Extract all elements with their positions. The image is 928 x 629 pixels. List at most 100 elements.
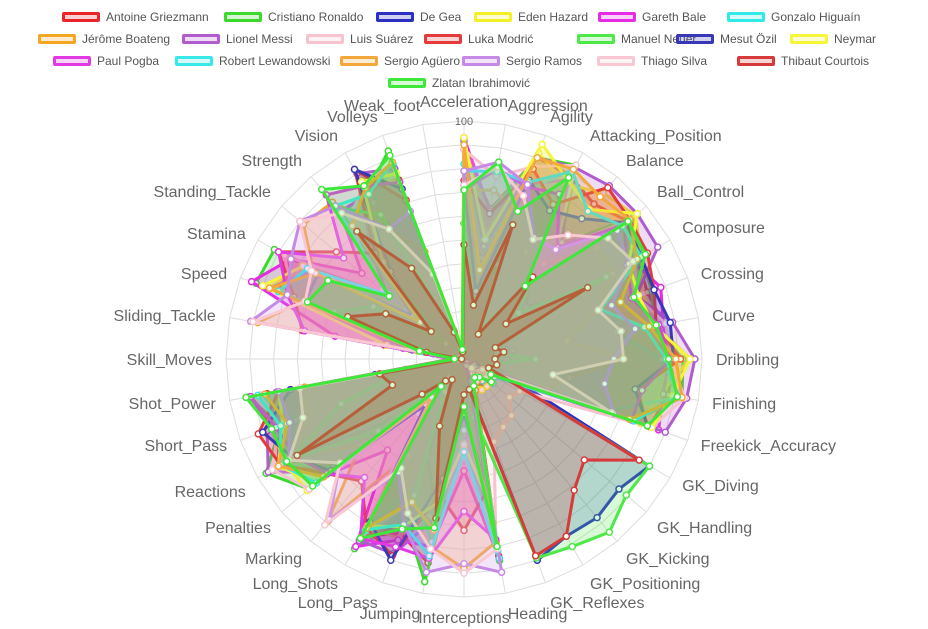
data-point: [339, 254, 348, 262]
data-point: [659, 390, 667, 398]
data-point: [292, 416, 301, 424]
axis-label: Crossing: [701, 266, 764, 283]
data-point: [657, 283, 665, 292]
data-point: [450, 355, 459, 363]
data-point: [391, 543, 400, 551]
series-thibaut-courtois: [293, 221, 643, 560]
data-point: [568, 542, 577, 551]
legend-swatch: [224, 12, 262, 22]
legend-row: Jérôme Boateng Lionel Messi Luis Suárez Luk…: [0, 28, 928, 50]
data-point: [480, 242, 488, 251]
data-point: [360, 473, 369, 482]
data-point: [594, 306, 602, 314]
data-point: [425, 552, 434, 560]
data-point: [353, 227, 361, 236]
legend-item[interactable]: Luka Modrić: [424, 28, 533, 50]
data-point: [386, 151, 394, 160]
data-point: [437, 382, 445, 391]
data-point: [460, 426, 468, 435]
legend-label: Lionel Messi: [226, 32, 293, 46]
data-point: [638, 386, 646, 395]
legend-item[interactable]: Sergio Agüero: [340, 50, 460, 72]
data-point: [602, 273, 610, 281]
legend-item[interactable]: Gareth Bale: [598, 6, 706, 28]
data-point: [299, 413, 307, 422]
axis-label: Standing_Tackle: [154, 184, 272, 201]
data-point: [497, 568, 506, 577]
legend-item[interactable]: Antoine Griezmann: [62, 6, 209, 28]
axis-label: GK_Diving: [682, 478, 758, 495]
data-point: [337, 400, 345, 408]
data-point: [641, 250, 650, 259]
data-point: [624, 217, 632, 226]
data-point: [258, 281, 267, 290]
legend-label: Thiago Silva: [641, 54, 708, 68]
axis-label: Shot_Power: [129, 396, 217, 413]
legend-label: Luis Suárez: [350, 32, 414, 46]
legend-item[interactable]: Paul Pogba: [53, 50, 159, 72]
legend-item[interactable]: Cristiano Ronaldo: [224, 6, 363, 28]
data-point: [458, 345, 467, 354]
legend-item[interactable]: Thiago Silva: [597, 50, 707, 72]
data-point: [418, 390, 426, 398]
data-point: [247, 277, 256, 286]
legend-item[interactable]: Robert Lewandowski: [175, 50, 330, 72]
data-point: [249, 318, 257, 326]
legend-item[interactable]: Neymar: [790, 28, 876, 50]
legend-swatch: [340, 56, 378, 66]
series-thiago-silva: [249, 163, 637, 577]
data-point: [376, 210, 385, 219]
data-point: [474, 330, 483, 339]
data-point: [630, 293, 638, 301]
data-point: [324, 276, 332, 285]
data-point: [404, 509, 412, 518]
legend-item[interactable]: De Gea: [376, 6, 461, 28]
legend-label: Antoine Griezmann: [106, 10, 209, 24]
axis-label: GK_Positioning: [590, 576, 700, 593]
data-point: [509, 346, 517, 355]
legend-swatch: [38, 34, 76, 44]
data-point: [499, 423, 508, 431]
data-point: [386, 556, 395, 565]
axis-label: Freekick_Accuracy: [701, 438, 836, 455]
legend-item[interactable]: Zlatan Ibrahimović: [388, 72, 530, 94]
data-point: [494, 158, 503, 166]
legend-label: De Gea: [420, 10, 462, 24]
legend-item[interactable]: Jérôme Boateng: [38, 28, 170, 50]
data-point: [267, 425, 276, 433]
data-point: [491, 343, 500, 352]
grid-spoke: [422, 124, 465, 360]
data-point: [521, 282, 529, 290]
grid-spoke: [463, 358, 618, 542]
data-point: [427, 327, 435, 336]
legend-item[interactable]: Eden Hazard: [474, 6, 588, 28]
axis-label: Reactions: [175, 484, 246, 501]
data-point: [600, 380, 609, 388]
legend-swatch: [474, 12, 512, 22]
axis-label: Aggression: [508, 98, 588, 115]
data-point: [460, 141, 468, 149]
legend-label: Thibaut Courtois: [781, 54, 870, 68]
data-point: [562, 532, 571, 541]
data-point: [287, 255, 295, 263]
legend-swatch: [577, 34, 615, 44]
legend-item[interactable]: Luis Suárez: [306, 28, 413, 50]
axis-label: Long_Pass: [298, 595, 378, 612]
data-point: [442, 339, 450, 348]
legend-row: Antoine Griezmann Cristiano Ronaldo De Gea…: [0, 6, 928, 28]
data-point: [484, 364, 493, 372]
axis-label: Long_Shots: [253, 576, 338, 593]
data-point: [348, 222, 357, 230]
legend-swatch: [597, 56, 635, 66]
legend-item[interactable]: Mesut Özil: [676, 28, 777, 50]
data-point: [420, 577, 429, 586]
legend-item[interactable]: Thibaut Courtois: [737, 50, 869, 72]
data-point: [483, 382, 491, 391]
data-point: [643, 421, 652, 430]
data-point: [410, 491, 419, 500]
legend-item[interactable]: Sergio Ramos: [462, 50, 582, 72]
data-point: [593, 243, 601, 252]
legend-item[interactable]: Lionel Messi: [182, 28, 293, 50]
data-point: [481, 235, 489, 244]
legend-item[interactable]: Gonzalo Higuaín: [727, 6, 860, 28]
